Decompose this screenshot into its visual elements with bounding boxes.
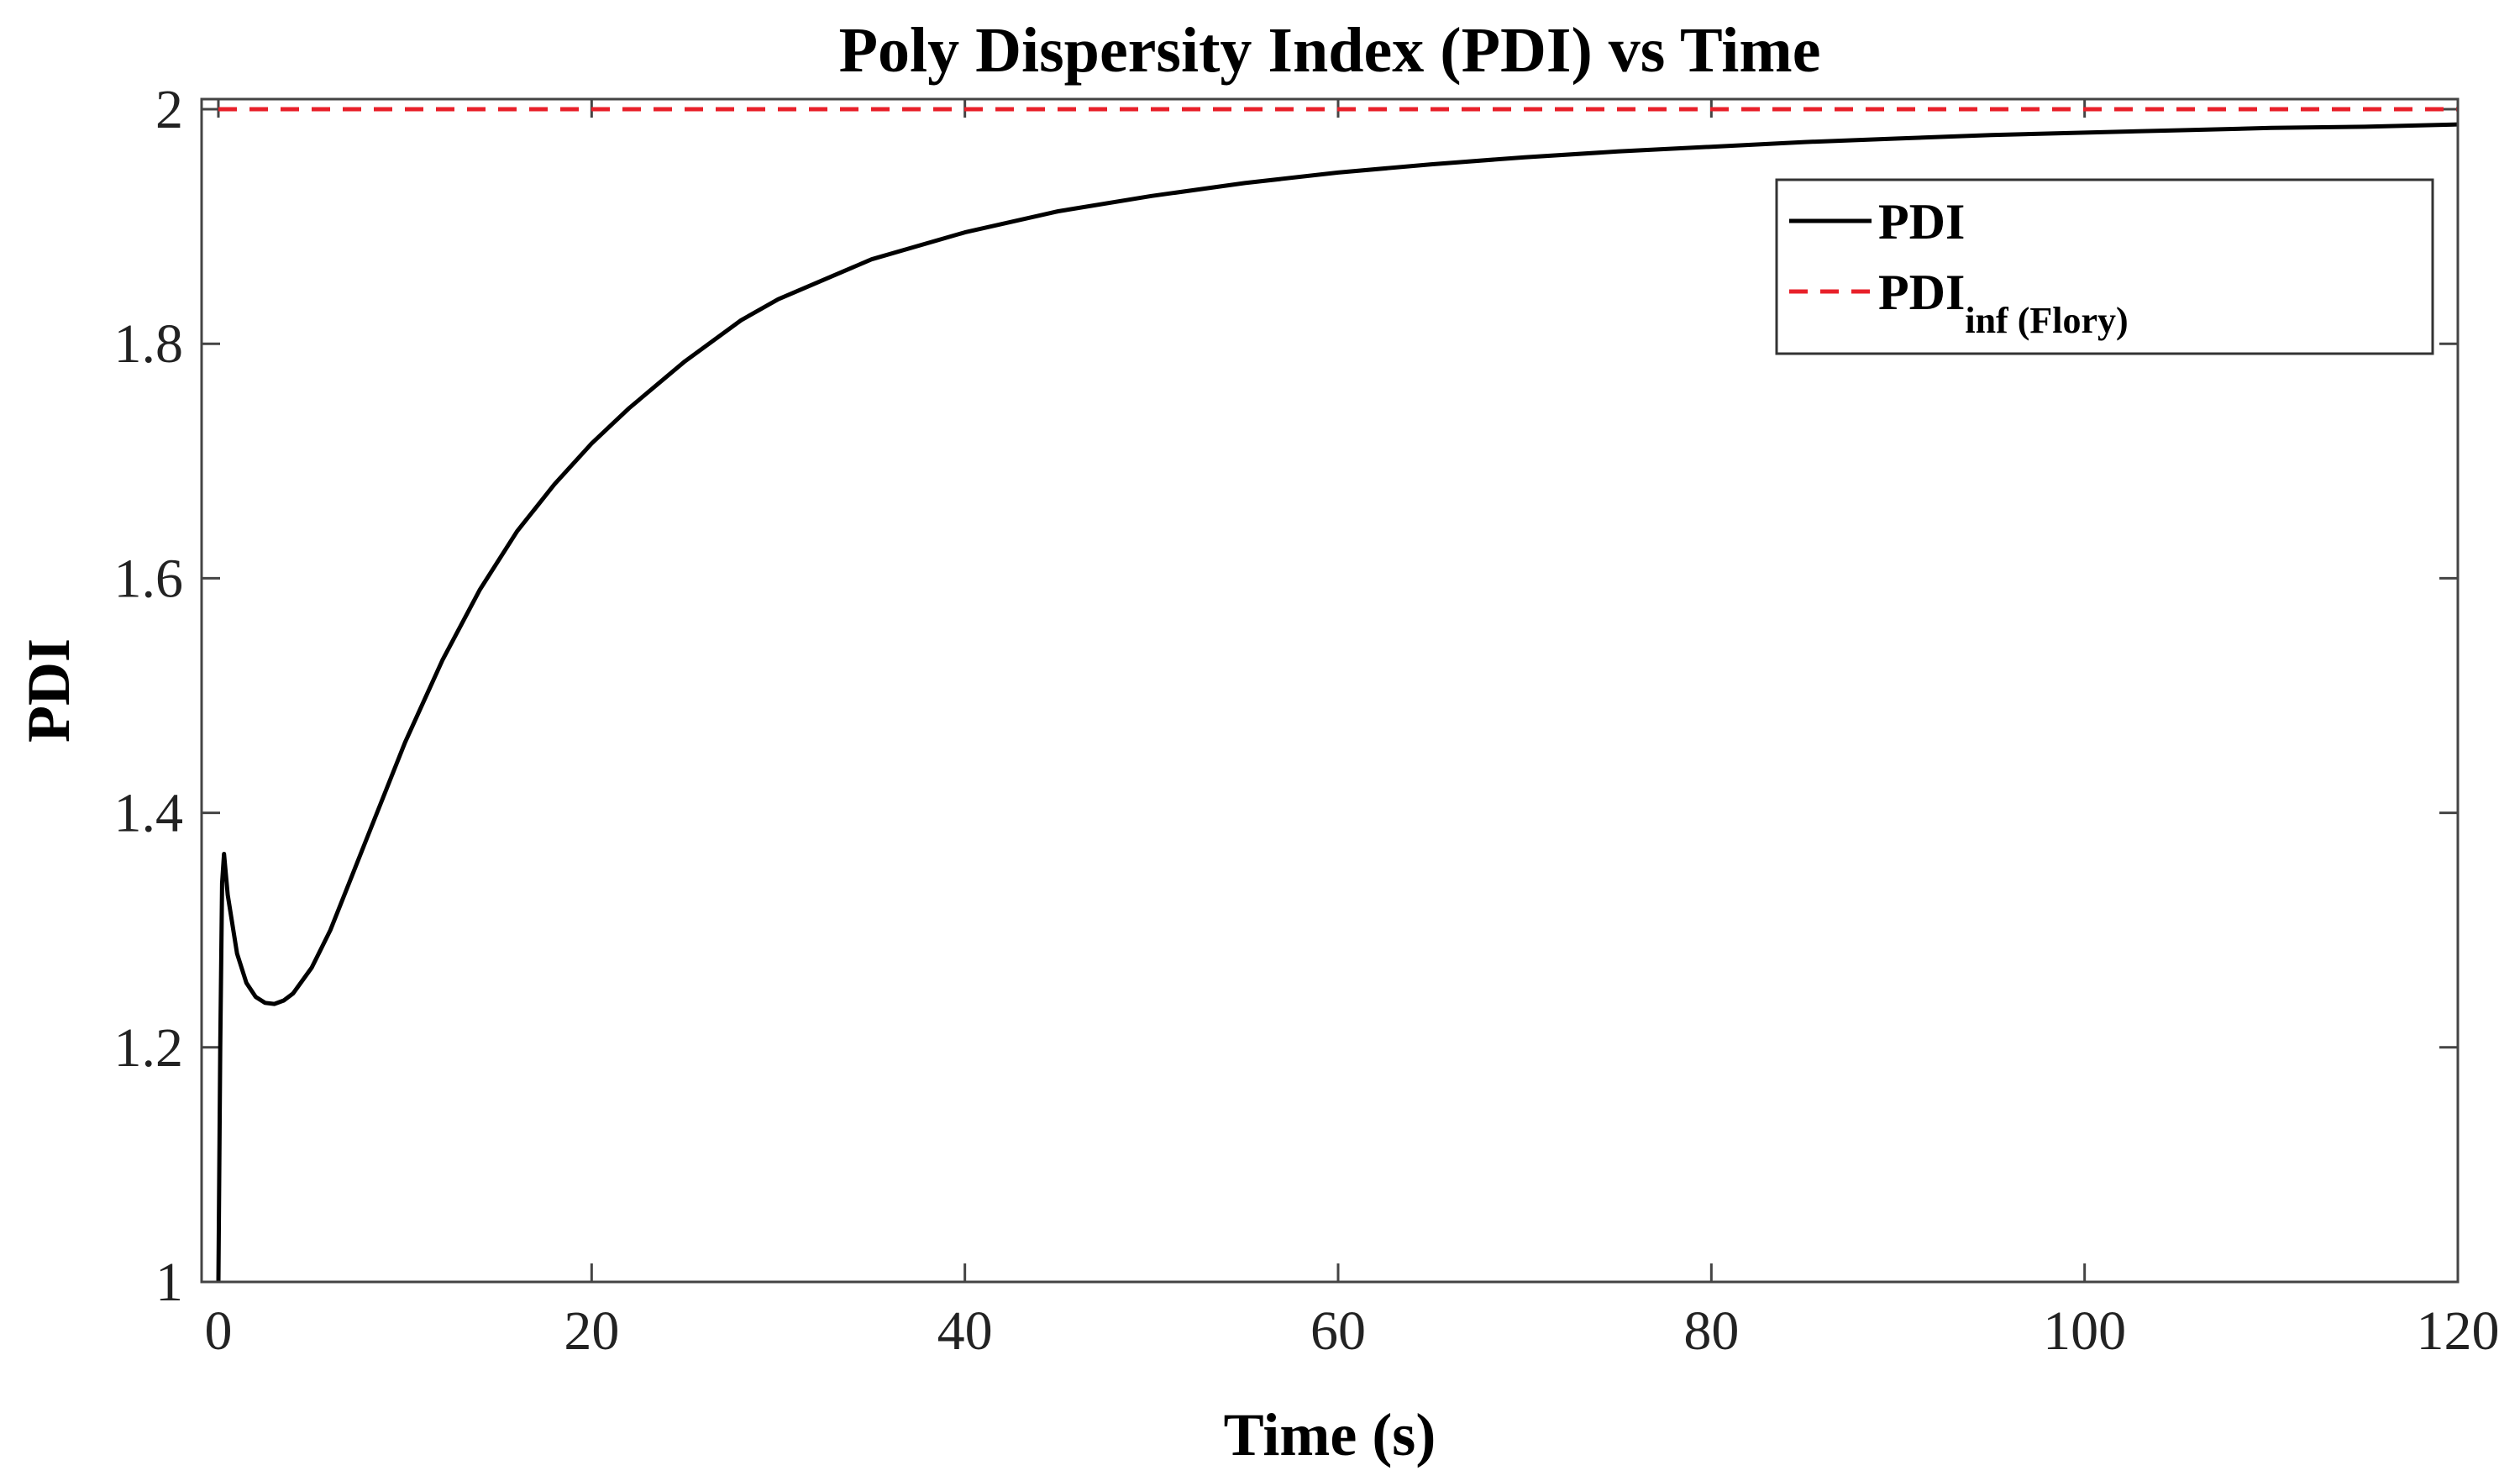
x-tick-label-4: 80: [1683, 1300, 1739, 1362]
y-axis-ticks: 1 1.2 1.4 1.6 1.8 2: [114, 79, 2458, 1313]
y-tick-label-4: 1.8: [114, 313, 184, 375]
series-pdi-line: [216, 122, 2458, 1282]
legend-label-pdi-inf-main: PDI: [1878, 265, 1965, 320]
y-tick-label-1: 1.2: [114, 1017, 184, 1079]
series-layer: [216, 107, 2458, 1282]
legend: PDI PDIinf (Flory): [1775, 178, 2434, 355]
legend-label-pdi-inf-sub: inf (Flory): [1965, 300, 2128, 341]
legend-box: [1775, 178, 2434, 355]
x-tick-label-1: 20: [564, 1300, 619, 1362]
x-tick-label-3: 60: [1310, 1300, 1366, 1362]
x-axis-label: Time (s): [1224, 1401, 1436, 1468]
plot-frame: [200, 97, 2460, 1284]
x-tick-label-0: 0: [205, 1300, 233, 1362]
y-tick-label-5: 2: [155, 79, 183, 140]
y-tick-label-2: 1.4: [114, 783, 184, 844]
x-axis-ticks: 0 20 40 60 80 100 120: [205, 99, 2500, 1362]
x-tick-label-5: 100: [2043, 1300, 2126, 1362]
chart-title: Poly Dispersity Index (PDI) vs Time: [839, 15, 1821, 86]
x-tick-label-2: 40: [937, 1300, 993, 1362]
y-tick-label-3: 1.6: [114, 548, 184, 609]
y-axis-label: PDI: [15, 638, 82, 743]
y-tick-label-0: 1: [155, 1252, 183, 1313]
legend-label-pdi: PDI: [1878, 194, 1965, 249]
legend-label-pdi-inf: PDIinf (Flory): [1878, 265, 2129, 341]
x-tick-label-6: 120: [2417, 1300, 2500, 1362]
